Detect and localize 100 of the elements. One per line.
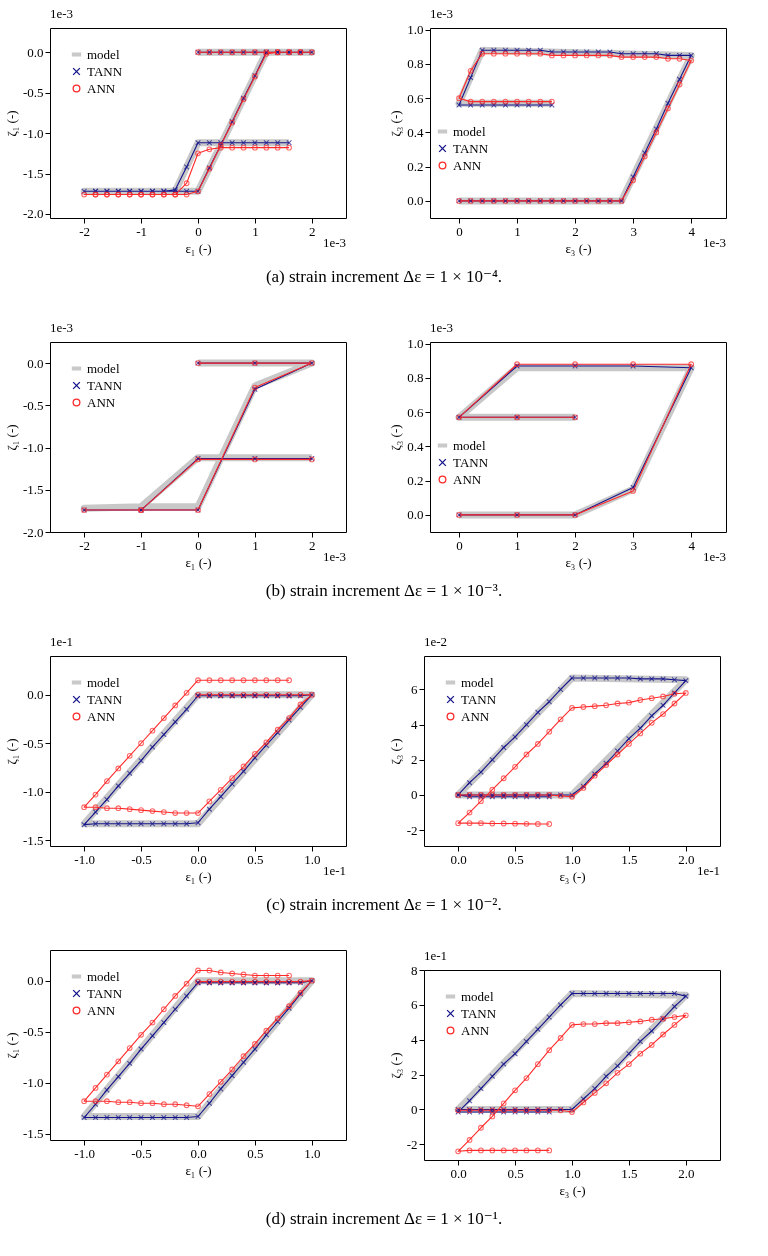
y-tick-label: 0.8 bbox=[407, 370, 424, 386]
x-axis-title: ε₁ (-) bbox=[185, 1162, 212, 1178]
y-tick-label: 0.6 bbox=[407, 90, 424, 106]
x-tick-label: 0.5 bbox=[247, 851, 264, 867]
x-tick-label: 0.5 bbox=[507, 851, 524, 867]
y-tick-label: 4 bbox=[411, 1032, 418, 1048]
y-tick-label: 8 bbox=[411, 962, 418, 978]
x-tick-label: 4 bbox=[688, 223, 696, 239]
x-tick-label: 1.5 bbox=[621, 851, 638, 867]
legend-label: TANN bbox=[461, 691, 497, 707]
y-tick-label: 0.4 bbox=[407, 124, 424, 140]
x-tick-label: -1.0 bbox=[74, 1145, 95, 1161]
x-tick-label: 2.0 bbox=[678, 1165, 695, 1181]
y-tick-label: -0.5 bbox=[22, 397, 44, 413]
y-axis-title: ζ₁ (-) bbox=[3, 738, 19, 765]
x-tick-label: -2 bbox=[79, 223, 91, 239]
text: (d) strain increment Δε = 1 × 10⁻¹. bbox=[264, 1208, 504, 1230]
x-tick-label: 1.0 bbox=[304, 1145, 321, 1161]
x-tick-label: -1 bbox=[136, 537, 147, 553]
x-tick-label: 0.5 bbox=[247, 1145, 264, 1161]
y-tick-label: 0.2 bbox=[407, 473, 424, 489]
x-tick-label: 1.0 bbox=[564, 851, 581, 867]
y-tick-label: 6 bbox=[411, 997, 418, 1013]
x-tick-label: 1.0 bbox=[304, 851, 321, 867]
x-tick-label: 0.0 bbox=[450, 1165, 467, 1181]
x-tick-label: 1 bbox=[252, 223, 259, 239]
legend-label: model bbox=[461, 674, 494, 690]
text: 1e-3 bbox=[430, 320, 454, 335]
legend-label: model bbox=[453, 437, 486, 453]
y-tick-label: -0.5 bbox=[22, 1024, 44, 1040]
x-tick-label: 2 bbox=[309, 537, 316, 553]
legend-label: ANN bbox=[461, 708, 490, 724]
x-tick-label: 0.0 bbox=[190, 1145, 207, 1161]
legend-label: ANN bbox=[87, 708, 116, 724]
x-tick-label: 0 bbox=[456, 537, 463, 553]
y-tick-label: 2 bbox=[411, 752, 418, 768]
x-tick-label: 4 bbox=[688, 537, 696, 553]
y-tick-label: 0.0 bbox=[27, 687, 44, 703]
x-tick-label: 1 bbox=[252, 537, 259, 553]
y-tick-label: -1.0 bbox=[22, 784, 44, 800]
y-tick-label: -2 bbox=[406, 822, 418, 838]
legend-label: model bbox=[453, 123, 486, 139]
y-tick-label: 0.8 bbox=[407, 56, 424, 72]
x-tick-label: -1.0 bbox=[74, 851, 95, 867]
legend-label: TANN bbox=[453, 454, 489, 470]
x-tick-label: -0.5 bbox=[131, 1145, 152, 1161]
legend-label: ANN bbox=[453, 471, 482, 487]
text: 1e-3 bbox=[322, 549, 346, 564]
y-tick-label: 0.6 bbox=[407, 404, 424, 420]
y-tick-label: 0.0 bbox=[27, 973, 44, 989]
legend-label: TANN bbox=[461, 1005, 497, 1021]
x-axis-title: ε₁ (-) bbox=[185, 868, 212, 884]
x-tick-label: 0 bbox=[456, 223, 463, 239]
x-tick-label: 1.5 bbox=[621, 1165, 638, 1181]
text: (a) strain increment Δε = 1 × 10⁻⁴. bbox=[264, 266, 504, 288]
text: 1e-3 bbox=[50, 6, 74, 21]
y-tick-label: 1.0 bbox=[407, 22, 424, 38]
legend-label: TANN bbox=[87, 63, 123, 79]
x-tick-label: -1 bbox=[136, 223, 147, 239]
legend-label: TANN bbox=[87, 985, 123, 1001]
text: (c) strain increment Δε = 1 × 10⁻². bbox=[265, 894, 503, 916]
legend-label: model bbox=[87, 968, 120, 984]
x-axis-title: ε₁ (-) bbox=[185, 240, 212, 256]
legend-label: model bbox=[461, 988, 494, 1004]
legend-label: TANN bbox=[453, 140, 489, 156]
y-tick-label: 0.2 bbox=[407, 159, 424, 175]
x-tick-label: 0 bbox=[195, 537, 202, 553]
x-axis-title: ε₁ (-) bbox=[185, 554, 212, 570]
text: 1e-3 bbox=[322, 235, 346, 250]
y-tick-label: -0.5 bbox=[22, 735, 44, 751]
legend-label: model bbox=[87, 674, 120, 690]
legend-label: model bbox=[87, 360, 120, 376]
y-tick-label: -0.5 bbox=[22, 85, 44, 101]
y-axis-title: ζ₃ (-) bbox=[387, 1052, 403, 1079]
x-tick-label: 0 bbox=[195, 223, 202, 239]
y-tick-label: 4 bbox=[411, 717, 418, 733]
text: 1e-3 bbox=[50, 320, 74, 335]
y-tick-label: 2 bbox=[411, 1067, 418, 1083]
x-tick-label: 1.0 bbox=[564, 1165, 581, 1181]
y-axis-title: ζ₃ (-) bbox=[388, 424, 404, 451]
legend-label: model bbox=[87, 46, 120, 62]
text: 1e-3 bbox=[430, 6, 454, 21]
y-axis-title: ζ₁ (-) bbox=[3, 1032, 19, 1059]
x-tick-label: 2 bbox=[572, 537, 579, 553]
y-tick-label: -1.5 bbox=[22, 1126, 44, 1142]
y-tick-label: 0.0 bbox=[27, 44, 44, 60]
y-tick-label: -2.0 bbox=[22, 524, 44, 540]
text: 1e-1 bbox=[424, 948, 448, 963]
x-axis-title: ε₃ (-) bbox=[559, 1182, 586, 1198]
legend-label: ANN bbox=[87, 394, 116, 410]
x-axis-title: ε₃ (-) bbox=[559, 868, 586, 884]
y-tick-label: 6 bbox=[411, 681, 418, 697]
y-tick-label: -1.5 bbox=[22, 166, 44, 182]
y-tick-label: 0.4 bbox=[407, 438, 424, 454]
x-tick-label: 1 bbox=[514, 537, 521, 553]
y-tick-label: 1.0 bbox=[407, 336, 424, 352]
x-tick-label: 0.5 bbox=[507, 1165, 524, 1181]
legend-label: ANN bbox=[453, 157, 482, 173]
x-tick-label: 2.0 bbox=[678, 851, 695, 867]
legend-label: ANN bbox=[87, 80, 116, 96]
